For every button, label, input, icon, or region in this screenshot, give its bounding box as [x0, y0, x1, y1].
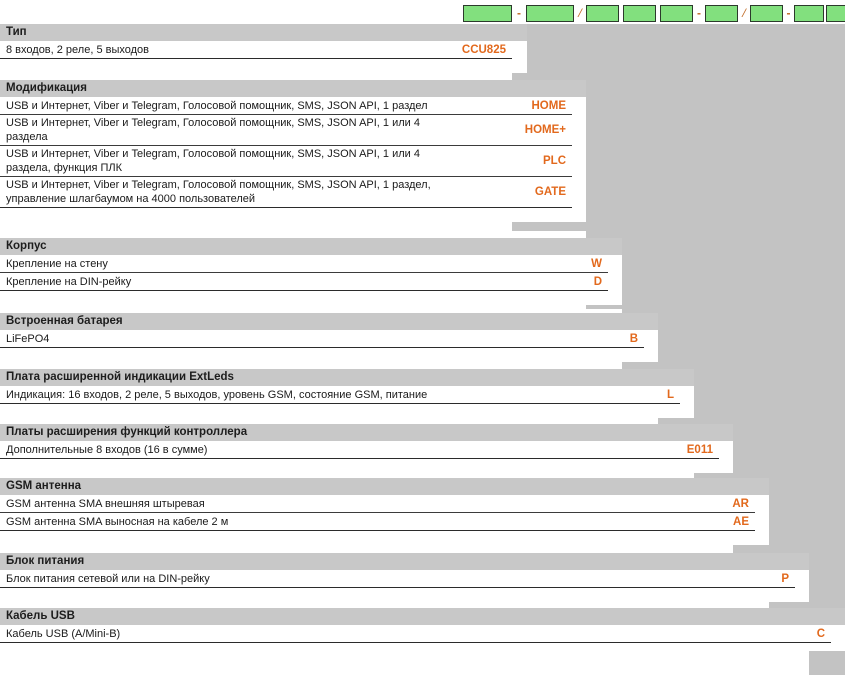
- option-row[interactable]: LiFePO4 B: [0, 330, 644, 348]
- section-rows-psu: Блок питания сетевой или на DIN-рейку P: [0, 570, 809, 588]
- section-extleds: Плата расширенной индикации ExtLeds Инди…: [0, 369, 694, 418]
- code-box-antenna[interactable]: [750, 5, 783, 22]
- option-row[interactable]: 8 входов, 2 реле, 5 выходов CCU825: [0, 41, 512, 59]
- option-description: USB и Интернет, Viber и Telegram, Голосо…: [6, 117, 420, 143]
- option-row[interactable]: Индикация: 16 входов, 2 реле, 5 выходов,…: [0, 386, 680, 404]
- section-battery: Встроенная батарея LiFePO4 B: [0, 313, 658, 362]
- code-boxes-row: - / - / -: [0, 0, 845, 24]
- code-separator-2: /: [578, 5, 582, 20]
- section-antenna: GSM антенна GSM антенна SMA внешняя штыр…: [0, 478, 769, 545]
- section-spacer: [0, 531, 769, 545]
- option-code: AR: [732, 497, 749, 510]
- option-code: E011: [686, 443, 713, 456]
- section-rows-battery: LiFePO4 B: [0, 330, 658, 348]
- option-description: Блок питания сетевой или на DIN-рейку: [6, 572, 210, 585]
- section-type: Тип 8 входов, 2 реле, 5 выходов CCU825: [0, 24, 527, 73]
- code-box-psu[interactable]: [794, 5, 824, 22]
- section-rows-case: Крепление на стену W Крепление на DIN-ре…: [0, 255, 622, 291]
- option-description: 8 входов, 2 реле, 5 выходов: [6, 43, 150, 56]
- option-description: Кабель USB (A/Mini-B): [6, 627, 121, 640]
- section-header-expansion: Платы расширения функций контроллера: [0, 424, 733, 441]
- section-usb: Кабель USB Кабель USB (A/Mini-B) C: [0, 608, 845, 651]
- option-code: HOME+: [524, 124, 566, 136]
- section-case: Корпус Крепление на стену W Крепление на…: [0, 238, 622, 305]
- option-row[interactable]: USB и Интернет, Viber и Telegram, Голосо…: [0, 97, 572, 115]
- option-description: LiFePO4: [6, 332, 50, 345]
- section-spacer: [0, 208, 586, 222]
- section-psu: Блок питания Блок питания сетевой или на…: [0, 553, 809, 602]
- section-expansion: Платы расширения функций контроллера Доп…: [0, 424, 733, 473]
- option-row[interactable]: Крепление на стену W: [0, 255, 608, 273]
- code-separator-1: -: [517, 6, 521, 20]
- option-row[interactable]: Кабель USB (A/Mini-B) C: [0, 625, 831, 643]
- code-separator-3: -: [697, 6, 701, 20]
- code-box-mod[interactable]: [526, 5, 574, 22]
- code-box-expansion[interactable]: [705, 5, 738, 22]
- option-row[interactable]: GSM антенна SMA внешняя штыревая AR: [0, 495, 755, 513]
- option-description: Индикация: 16 входов, 2 реле, 5 выходов,…: [6, 388, 428, 401]
- option-code: B: [629, 332, 638, 345]
- option-code: GATE: [534, 186, 566, 198]
- code-box-battery[interactable]: [623, 5, 656, 22]
- section-header-type: Тип: [0, 24, 527, 41]
- option-code: C: [816, 627, 825, 640]
- code-separator-4: /: [742, 5, 746, 20]
- option-row[interactable]: USB и Интернет, Viber и Telegram, Голосо…: [0, 146, 572, 177]
- section-spacer: [0, 643, 845, 651]
- section-header-case: Корпус: [0, 238, 622, 255]
- code-box-type[interactable]: [463, 5, 512, 22]
- section-rows-modification: USB и Интернет, Viber и Telegram, Голосо…: [0, 97, 586, 208]
- option-row[interactable]: GSM антенна SMA выносная на кабеле 2 м A…: [0, 513, 755, 531]
- option-code: P: [781, 572, 789, 585]
- section-modification: Модификация USB и Интернет, Viber и Tele…: [0, 80, 586, 222]
- option-code: D: [593, 275, 602, 288]
- ladder-column-usb: [809, 24, 845, 675]
- option-description: Дополнительные 8 входов (16 в сумме): [6, 443, 208, 456]
- option-description: USB и Интернет, Viber и Telegram, Голосо…: [6, 148, 420, 174]
- option-code: CCU825: [461, 43, 506, 56]
- section-spacer: [0, 459, 733, 473]
- section-header-battery: Встроенная батарея: [0, 313, 658, 330]
- option-description: USB и Интернет, Viber и Telegram, Голосо…: [6, 179, 431, 205]
- section-rows-usb: Кабель USB (A/Mini-B) C: [0, 625, 845, 643]
- section-rows-type: 8 входов, 2 реле, 5 выходов CCU825: [0, 41, 527, 59]
- section-spacer: [0, 291, 622, 305]
- code-box-case[interactable]: [586, 5, 619, 22]
- option-row[interactable]: Дополнительные 8 входов (16 в сумме) E01…: [0, 441, 719, 459]
- option-row[interactable]: Блок питания сетевой или на DIN-рейку P: [0, 570, 795, 588]
- code-separator-5: -: [786, 6, 791, 20]
- section-spacer: [0, 348, 658, 362]
- option-description: Крепление на DIN-рейку: [6, 275, 132, 288]
- section-spacer: [0, 588, 809, 602]
- ladder-column-expansion: [694, 24, 733, 498]
- option-description: GSM антенна SMA выносная на кабеле 2 м: [6, 515, 229, 528]
- section-spacer: [0, 59, 527, 73]
- section-header-psu: Блок питания: [0, 553, 809, 570]
- section-rows-expansion: Дополнительные 8 входов (16 в сумме) E01…: [0, 441, 733, 459]
- option-code: HOME: [531, 99, 567, 112]
- section-spacer: [0, 404, 694, 418]
- section-header-antenna: GSM антенна: [0, 478, 769, 495]
- section-header-extleds: Плата расширенной индикации ExtLeds: [0, 369, 694, 386]
- section-header-usb: Кабель USB: [0, 608, 845, 625]
- ladder-column-psu: [769, 24, 809, 628]
- option-description: Крепление на стену: [6, 257, 108, 270]
- option-code: PLC: [543, 155, 566, 167]
- option-code: L: [666, 388, 674, 401]
- option-description: GSM антенна SMA внешняя штыревая: [6, 497, 205, 510]
- option-row[interactable]: Крепление на DIN-рейку D: [0, 273, 608, 291]
- section-rows-extleds: Индикация: 16 входов, 2 реле, 5 выходов,…: [0, 386, 694, 404]
- section-rows-antenna: GSM антенна SMA внешняя штыревая AR GSM …: [0, 495, 769, 531]
- option-row[interactable]: USB и Интернет, Viber и Telegram, Голосо…: [0, 115, 572, 146]
- code-box-extleds[interactable]: [660, 5, 693, 22]
- option-row[interactable]: USB и Интернет, Viber и Telegram, Голосо…: [0, 177, 572, 208]
- option-description: USB и Интернет, Viber и Telegram, Голосо…: [6, 99, 428, 112]
- option-code: W: [591, 257, 602, 270]
- section-header-modification: Модификация: [0, 80, 586, 97]
- option-code: AE: [733, 515, 749, 528]
- code-box-usb[interactable]: [826, 5, 845, 22]
